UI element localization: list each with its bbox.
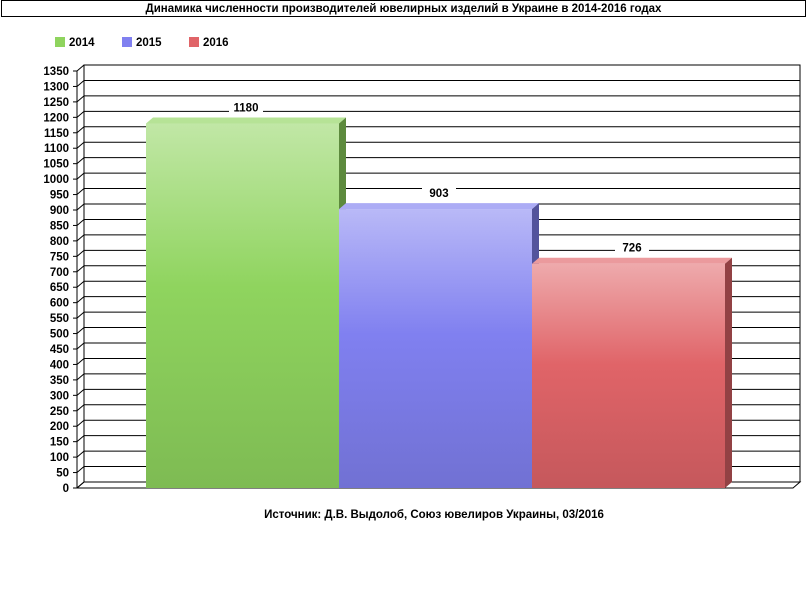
y-tick-label: 400 [50,359,69,371]
gridline-diagonal [76,95,85,103]
bar-top-2016 [532,257,732,264]
data-label: 903 [429,188,448,200]
y-tick-label: 1250 [43,97,69,109]
y-tick-label: 1300 [43,81,69,93]
gridline-diagonal [76,342,85,350]
legend-swatch-2016 [189,37,199,47]
y-tick-label: 1050 [43,159,69,171]
gridline-diagonal [76,265,85,273]
bar-side-2016 [725,257,732,488]
y-tick-label: 100 [50,452,69,464]
y-tick-label: 1100 [44,143,69,155]
y-tick-label: 0 [63,483,69,495]
legend-label: 2016 [203,37,229,49]
gridline-diagonal [76,157,85,165]
y-tick-label: 300 [50,390,69,402]
y-tick-label: 150 [50,437,69,449]
gridline-diagonal [76,141,85,149]
y-tick-label: 850 [50,220,69,232]
bar-2015 [339,209,532,488]
gridline-diagonal [76,64,85,72]
y-tick-label: 500 [50,329,69,341]
y-tick-label: 650 [50,282,69,294]
gridline-diagonal [76,219,85,226]
gridline-diagonal [76,358,85,365]
y-tick-label: 50 [56,468,69,480]
bar-2014 [146,123,339,488]
gridline-diagonal [76,311,85,319]
gridline-diagonal [76,419,85,427]
gridline-diagonal [76,296,85,304]
gridline-diagonal [76,466,85,473]
y-tick-label: 200 [50,421,69,433]
y-tick-label: 700 [50,267,69,279]
gridline-diagonal [76,280,85,288]
gridline-diagonal [76,404,85,412]
y-tick-label: 350 [50,375,69,387]
data-label-bg [422,187,456,201]
gridline-diagonal [76,80,85,87]
gridline-diagonal [76,327,85,334]
data-label-bg [229,101,263,115]
y-tick-label: 950 [50,190,69,202]
gridline-diagonal [76,110,85,118]
y-tick-label: 1150 [44,128,69,140]
legend-swatch-2014 [55,37,65,47]
gridline-diagonal [76,249,85,257]
gridline-diagonal [76,435,85,443]
chart-title: Динамика численности производителей ювел… [1,0,806,17]
source-note: Источник: Д.В. Выдолоб, Союз ювелиров Ук… [264,509,604,521]
gridline-diagonal [76,203,85,211]
data-label: 1180 [234,103,259,115]
legend-label: 2014 [69,37,95,49]
y-tick-label: 550 [50,313,69,325]
y-tick-label: 600 [50,298,69,310]
gridline-diagonal [76,481,85,489]
gridline-diagonal [76,188,85,195]
y-tick-label: 1000 [43,174,69,186]
data-label: 726 [622,243,641,255]
gridline-diagonal [76,373,85,381]
data-label-bg [615,241,649,255]
y-tick-label: 750 [50,251,69,263]
bar-top-2015 [339,203,539,210]
y-tick-label: 250 [50,406,69,418]
y-tick-label: 800 [50,236,69,248]
gridline-diagonal [76,450,85,458]
legend-swatch-2015 [122,37,132,47]
y-tick-label: 450 [50,344,69,356]
gridline-diagonal [76,172,85,180]
bar-2016 [532,263,725,488]
bar-top-2014 [146,117,346,124]
gridline-diagonal [76,126,85,134]
gridline-diagonal [76,234,85,242]
gridline-diagonal [76,388,85,396]
y-tick-label: 1350 [43,66,69,78]
y-tick-label: 1200 [43,112,69,124]
legend-label: 2015 [136,37,162,49]
y-tick-label: 900 [50,205,69,217]
